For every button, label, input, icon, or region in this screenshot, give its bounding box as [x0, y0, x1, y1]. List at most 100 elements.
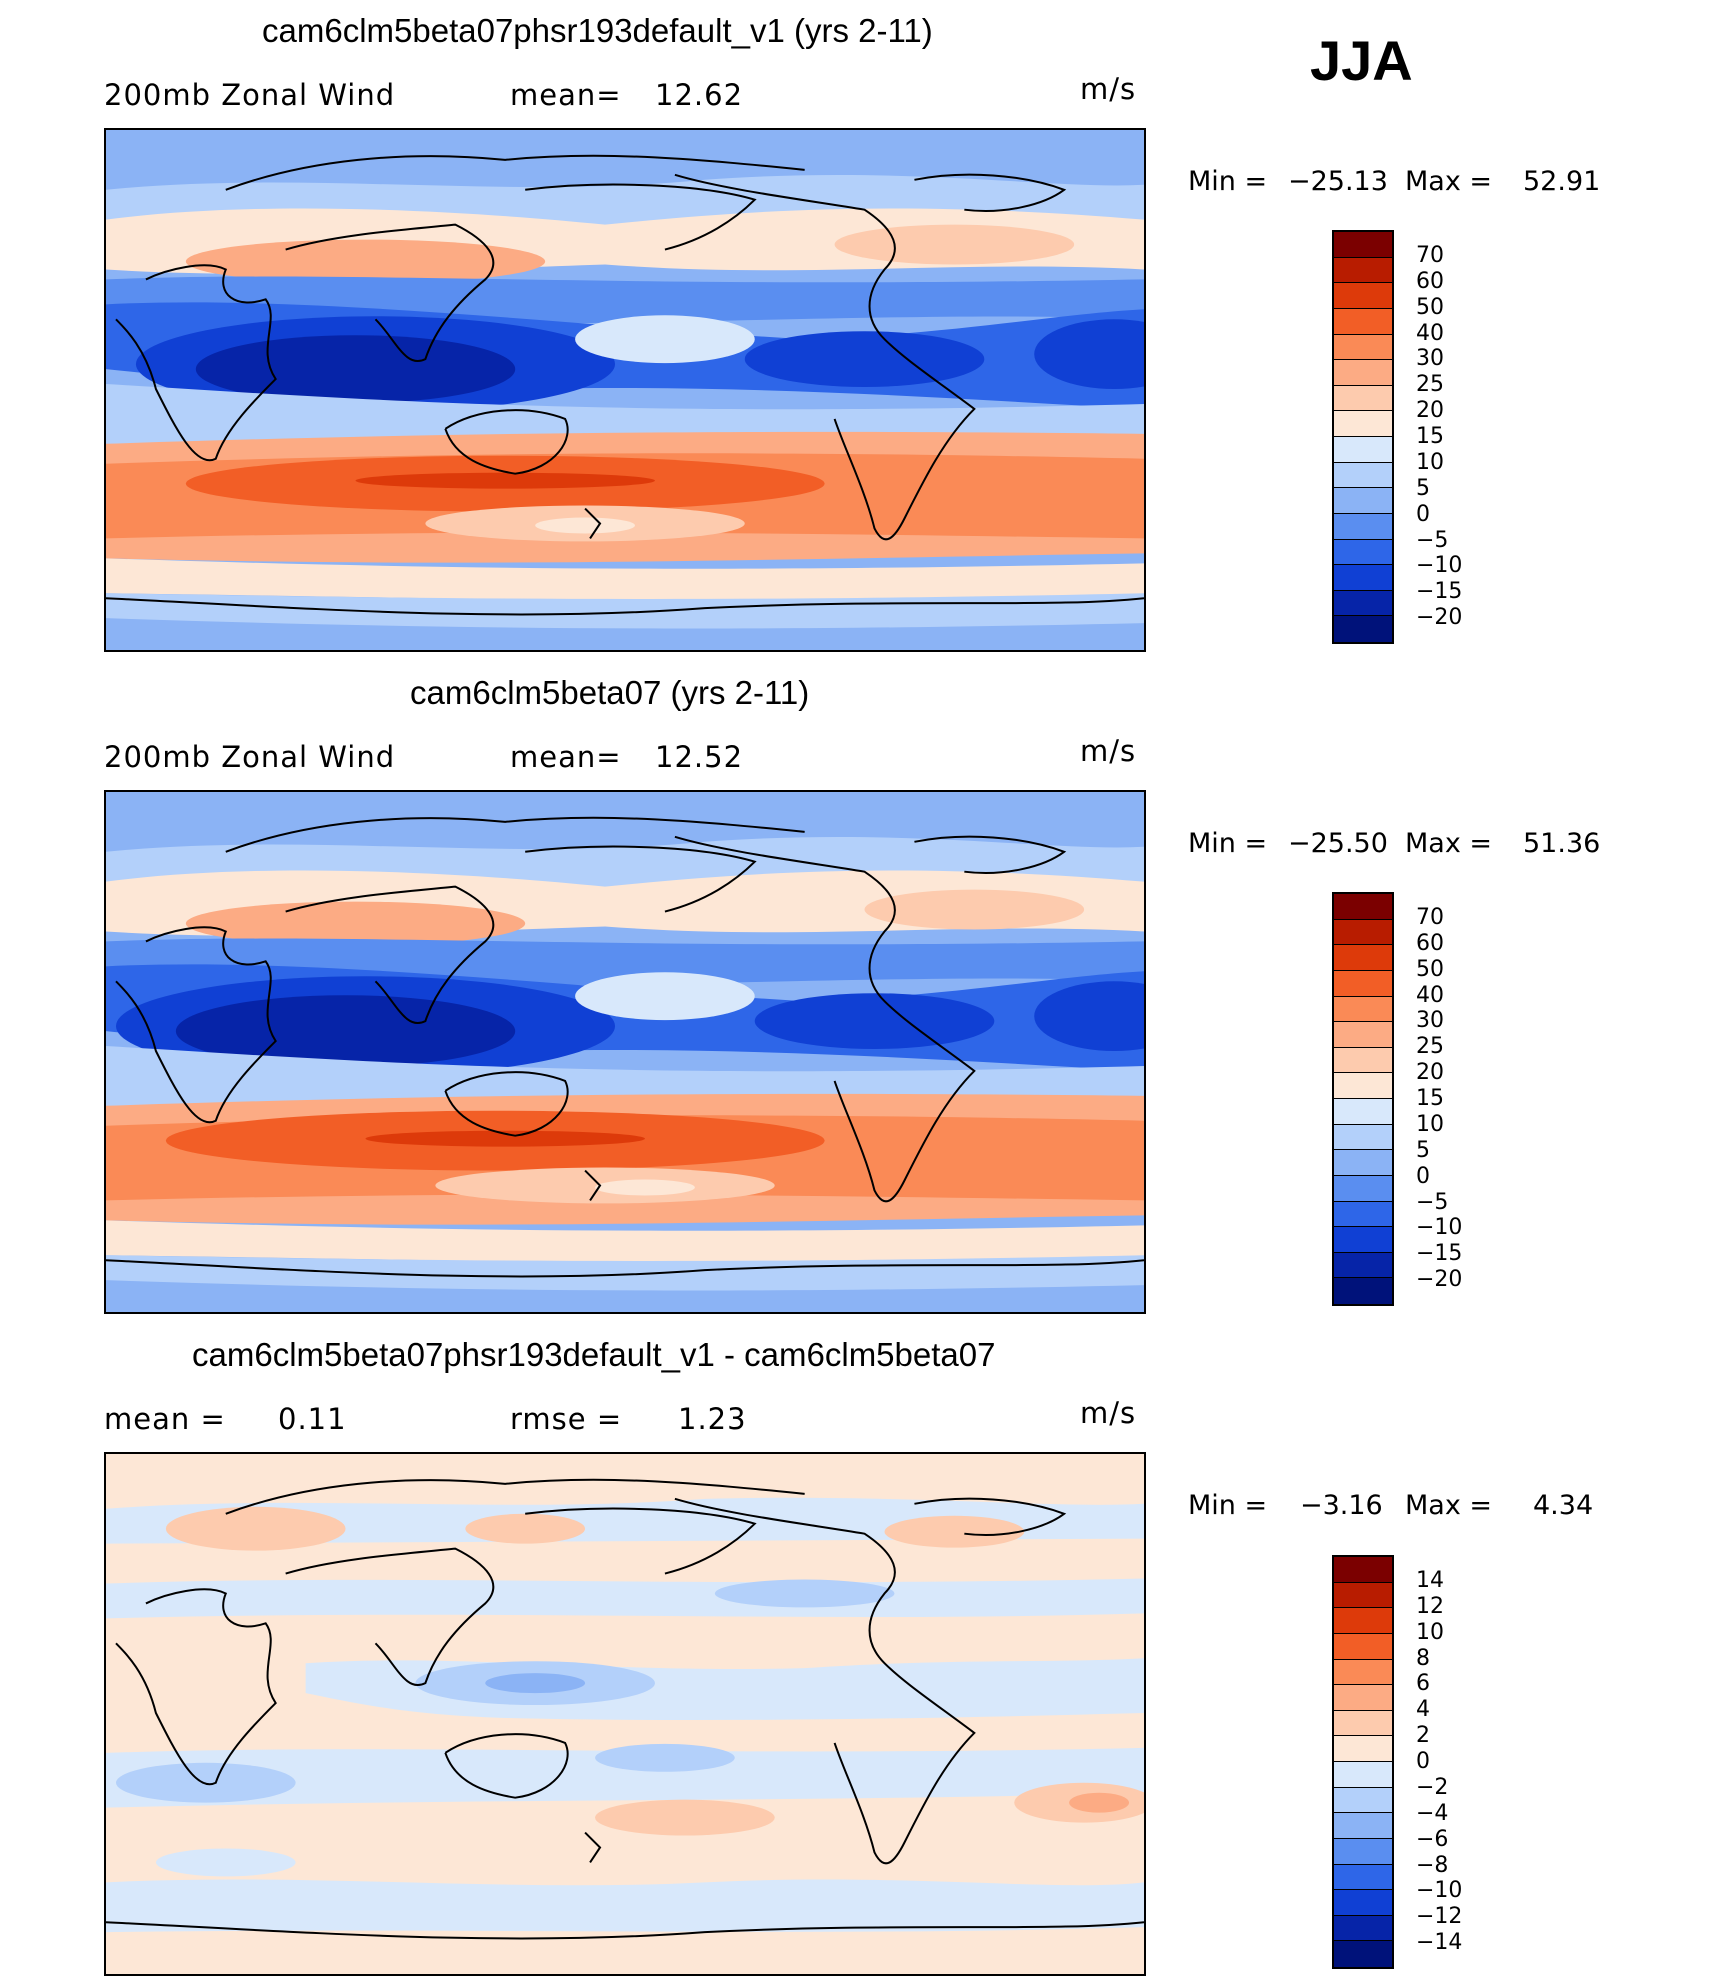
colorbar-tick-label: −5 — [1416, 1189, 1449, 1215]
colorbar-tick-label: 70 — [1416, 242, 1444, 268]
colorbar-swatch — [1334, 996, 1392, 1023]
colorbar-swatch — [1334, 411, 1392, 437]
colorbar-tick-label: −10 — [1416, 1878, 1463, 1904]
panel-2-map — [104, 790, 1146, 1314]
colorbar-tick-label: −12 — [1416, 1904, 1463, 1930]
colorbar-tick-label: 2 — [1416, 1723, 1430, 1749]
panel-2-mean-value: 12.52 — [655, 740, 744, 774]
colorbar-tick-label: 25 — [1416, 372, 1444, 398]
panel-3-colorbar — [1332, 1555, 1394, 1969]
colorbar-swatch — [1334, 1685, 1392, 1711]
colorbar-swatch — [1334, 1762, 1392, 1788]
colorbar-swatch — [1334, 1813, 1392, 1839]
panel-3-min-label: Min = — [1188, 1490, 1268, 1521]
colorbar-tick-label: 0 — [1416, 501, 1430, 527]
colorbar-swatch — [1334, 513, 1392, 540]
colorbar-swatch — [1334, 1633, 1392, 1660]
colorbar-tick-label: −2 — [1416, 1774, 1449, 1800]
panel-3-units: m/s — [1080, 1396, 1137, 1430]
colorbar-tick-label: 0 — [1416, 1163, 1430, 1189]
colorbar-swatch — [1334, 1608, 1392, 1634]
colorbar-swatch — [1334, 1941, 1392, 1967]
colorbar-tick-label: 20 — [1416, 398, 1444, 424]
panel-3-min-value: −3.16 — [1300, 1490, 1383, 1521]
colorbar-swatch — [1334, 1582, 1392, 1609]
colorbar-swatch — [1334, 1278, 1392, 1304]
colorbar-tick-label: −5 — [1416, 527, 1449, 553]
colorbar-tick-label: 20 — [1416, 1060, 1444, 1086]
panel-2-max-value: 51.36 — [1523, 828, 1601, 859]
colorbar-tick-label: 10 — [1416, 449, 1444, 475]
colorbar-tick-label: −15 — [1416, 579, 1463, 605]
colorbar-swatch — [1334, 232, 1392, 258]
colorbar-swatch — [1334, 1557, 1392, 1583]
panel-3-max-label: Max = — [1405, 1490, 1493, 1521]
colorbar-swatch — [1334, 1022, 1392, 1048]
colorbar-tick-label: 6 — [1416, 1671, 1430, 1697]
panel-2-field-label: 200mb Zonal Wind — [104, 740, 396, 774]
colorbar-swatch — [1334, 1047, 1392, 1074]
colorbar-tick-label: 50 — [1416, 956, 1444, 982]
colorbar-swatch — [1334, 945, 1392, 971]
colorbar-swatch — [1334, 919, 1392, 946]
colorbar-tick-label: 30 — [1416, 346, 1444, 372]
colorbar-swatch — [1334, 565, 1392, 591]
colorbar-swatch — [1334, 1201, 1392, 1228]
panel-1-colorbar — [1332, 230, 1394, 644]
panel-1-min-value: −25.13 — [1288, 166, 1388, 197]
colorbar-tick-label: −14 — [1416, 1930, 1463, 1956]
colorbar-tick-label: −20 — [1416, 1267, 1463, 1293]
panel-1-field-label: 200mb Zonal Wind — [104, 78, 396, 112]
colorbar-tick-label: 4 — [1416, 1697, 1430, 1723]
panel-3-mean-label: mean = — [104, 1402, 226, 1436]
colorbar-tick-label: 50 — [1416, 294, 1444, 320]
colorbar-tick-label: −4 — [1416, 1800, 1449, 1826]
colorbar-tick-label: 10 — [1416, 1619, 1444, 1645]
colorbar-tick-label: 12 — [1416, 1593, 1444, 1619]
panel-2-min-value: −25.50 — [1288, 828, 1388, 859]
panel-1-units: m/s — [1080, 72, 1137, 106]
colorbar-swatch — [1334, 1150, 1392, 1176]
colorbar-swatch — [1334, 385, 1392, 412]
colorbar-swatch — [1334, 616, 1392, 642]
panel-3-map — [104, 1452, 1146, 1976]
colorbar-swatch — [1334, 360, 1392, 386]
panel-1-map — [104, 128, 1146, 652]
colorbar-tick-label: 5 — [1416, 1137, 1430, 1163]
colorbar-tick-label: 15 — [1416, 1086, 1444, 1111]
panel-3-max-value: 4.34 — [1533, 1490, 1594, 1521]
colorbar-swatch — [1334, 1736, 1392, 1762]
colorbar-tick-label: 25 — [1416, 1034, 1444, 1060]
colorbar-swatch — [1334, 257, 1392, 284]
colorbar-tick-label: −10 — [1416, 553, 1463, 579]
colorbar-swatch — [1334, 1175, 1392, 1202]
panel-1-max-label: Max = — [1405, 166, 1493, 197]
colorbar-tick-label: 5 — [1416, 475, 1430, 501]
season-label: JJA — [1310, 29, 1413, 92]
colorbar-swatch — [1334, 1787, 1392, 1814]
colorbar-swatch — [1334, 894, 1392, 920]
panel-2-min-label: Min = — [1188, 828, 1268, 859]
colorbar-tick-label: 14 — [1416, 1567, 1444, 1593]
colorbar-tick-label: 70 — [1416, 904, 1444, 930]
colorbar-swatch — [1334, 1099, 1392, 1125]
panel-2-mean-label: mean= — [510, 740, 622, 774]
panel-1-min-label: Min = — [1188, 166, 1268, 197]
colorbar-swatch — [1334, 488, 1392, 514]
colorbar-swatch — [1334, 283, 1392, 309]
panel-1-mean-value: 12.62 — [655, 78, 744, 112]
colorbar-tick-label: 40 — [1416, 982, 1444, 1008]
colorbar-swatch — [1334, 1252, 1392, 1279]
colorbar-tick-label: 60 — [1416, 930, 1444, 956]
colorbar-swatch — [1334, 590, 1392, 617]
colorbar-swatch — [1334, 1073, 1392, 1099]
colorbar-swatch — [1334, 1838, 1392, 1865]
colorbar-swatch — [1334, 1915, 1392, 1942]
colorbar-tick-label: 30 — [1416, 1008, 1444, 1034]
colorbar-tick-label: 15 — [1416, 424, 1444, 449]
colorbar-swatch — [1334, 437, 1392, 463]
colorbar-swatch — [1334, 462, 1392, 489]
colorbar-tick-label: −20 — [1416, 605, 1463, 631]
colorbar-swatch — [1334, 539, 1392, 566]
colorbar-tick-label: 8 — [1416, 1645, 1430, 1671]
